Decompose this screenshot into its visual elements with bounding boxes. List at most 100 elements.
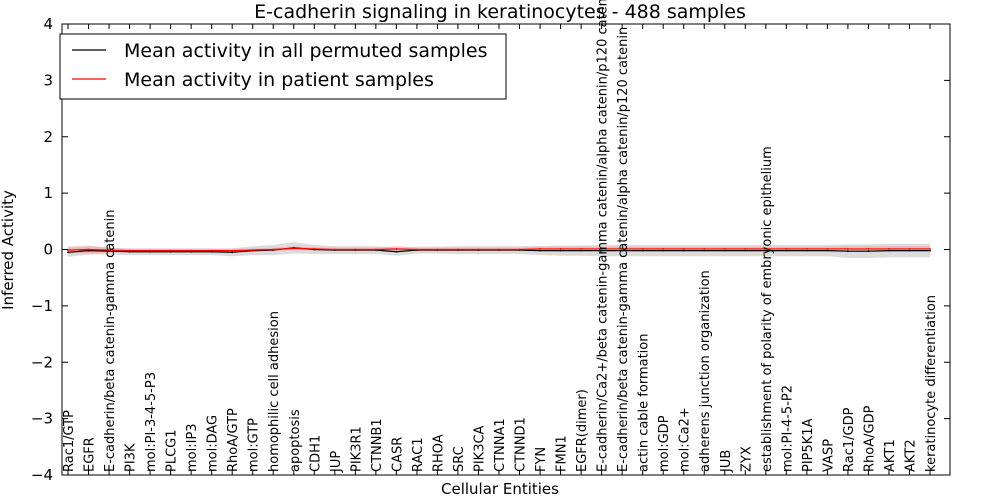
series-point-1: [600, 248, 603, 250]
x-tick-label: AKT1: [883, 439, 898, 472]
series-point-0: [600, 249, 603, 252]
legend-label-permuted: Mean activity in all permuted samples: [124, 40, 487, 62]
series-point-1: [292, 247, 295, 250]
series-point-1: [580, 248, 582, 250]
series-point-1: [847, 248, 849, 250]
x-tick-label: PLCG1: [165, 429, 180, 472]
x-tick-label: EGFR(dimer): [575, 389, 590, 472]
x-tick-label: VASP: [821, 439, 836, 472]
x-tick-label: mol:GTP: [247, 418, 262, 472]
y-tick-label: −1: [31, 297, 53, 315]
series-point-1: [416, 248, 418, 251]
series-point-0: [929, 249, 931, 252]
series-point-1: [313, 248, 316, 250]
x-tick-label: establishment of polarity of embryonic e…: [760, 146, 775, 472]
series-point-0: [231, 251, 234, 254]
series-point-1: [805, 248, 808, 250]
x-axis: Rac1/GTP EGFR E-cadherin/beta catenin-gamm…: [62, 0, 939, 475]
series-point-0: [641, 249, 644, 252]
series-point-1: [149, 249, 151, 252]
x-tick-label: keratinocyte differentiation: [924, 295, 939, 472]
chart-title: E-cadherin signaling in keratinocytes - …: [254, 1, 746, 23]
series-point-0: [662, 249, 665, 252]
series-point-1: [354, 248, 357, 251]
series-point-0: [539, 249, 541, 252]
series-point-1: [826, 248, 829, 250]
series-point-1: [457, 248, 459, 251]
x-tick-label: JUB: [719, 450, 734, 473]
y-tick-label: −3: [31, 410, 53, 428]
series-point-1: [559, 248, 562, 250]
x-tick-label: FYN: [534, 447, 549, 472]
series-point-1: [621, 248, 624, 250]
series-point-1: [785, 248, 788, 250]
x-tick-label: mol:GDP: [657, 415, 672, 472]
series-point-0: [744, 249, 747, 252]
y-tick-label: 0: [43, 241, 53, 259]
x-tick-label: PI3K: [124, 443, 139, 472]
series-point-1: [929, 248, 931, 250]
series-point-1: [498, 248, 500, 251]
x-tick-label: RHOA: [431, 434, 446, 472]
x-tick-label: CASR: [390, 437, 405, 472]
legend-label-patient: Mean activity in patient samples: [124, 69, 434, 91]
x-tick-label: adherens junction organization: [698, 270, 713, 472]
legend-box: [59, 33, 507, 100]
series-point-0: [682, 249, 685, 252]
series-point-0: [805, 249, 808, 252]
series-point-1: [908, 248, 911, 250]
x-tick-label: PIP5K1A: [801, 418, 816, 472]
x-tick-label: PIK3CA: [472, 425, 487, 472]
x-tick-label: mol:Ca2+: [678, 407, 693, 472]
x-tick-label: EGFR: [83, 437, 98, 472]
series-point-0: [867, 250, 870, 253]
x-tick-label: ZYX: [739, 446, 754, 472]
series-point-1: [169, 249, 172, 252]
x-tick-label: SRC: [452, 446, 467, 472]
series-point-1: [87, 248, 90, 251]
y-tick-label: 1: [43, 184, 53, 202]
series-point-0: [826, 249, 829, 252]
x-axis-label: Cellular Entities: [441, 480, 559, 498]
y-tick-label: 2: [43, 128, 53, 146]
series-point-1: [477, 248, 480, 251]
series-point-1: [539, 248, 541, 250]
series-point-0: [908, 249, 911, 252]
series-point-1: [272, 248, 275, 251]
series-point-1: [395, 248, 398, 250]
series-point-0: [580, 249, 582, 252]
x-tick-label: JUP: [329, 451, 344, 473]
series-point-1: [888, 248, 890, 250]
x-tick-label: mol:IP3: [185, 423, 200, 472]
x-tick-label: mol:DAG: [206, 415, 221, 472]
x-tick-label: CTNNB1: [370, 418, 385, 472]
x-tick-label: FMN1: [555, 435, 570, 472]
series-point-1: [744, 248, 747, 250]
series-point-1: [108, 249, 110, 251]
series-point-1: [128, 249, 131, 252]
x-tick-label: Rac1/GDP: [842, 407, 857, 472]
series-point-1: [374, 248, 377, 251]
y-tick-label: −4: [31, 466, 53, 484]
y-axis-label: Inferred Activity: [0, 190, 17, 310]
series-point-1: [641, 248, 644, 250]
series-point-1: [662, 248, 665, 250]
x-tick-label: AKT2: [903, 439, 918, 472]
series-point-1: [764, 248, 767, 250]
y-tick-label: 3: [43, 71, 53, 89]
x-tick-label: RAC1: [411, 437, 426, 472]
x-tick-label: mol:PI-3-4-5-P3: [144, 372, 159, 472]
series-point-0: [764, 249, 767, 252]
x-tick-label: CDH1: [308, 435, 323, 472]
x-tick-label: Rac1/GTP: [62, 410, 77, 472]
series-point-0: [621, 249, 624, 252]
series-point-0: [847, 250, 849, 253]
x-tick-label: E-cadherin/beta catenin-gamma catenin/al…: [616, 27, 631, 472]
series-point-0: [723, 249, 726, 252]
y-tick-label: −2: [31, 353, 53, 371]
legend: Mean activity in all permuted samples Me…: [59, 33, 507, 100]
x-tick-label: CTNNA1: [493, 418, 508, 472]
y-tick-label: 4: [43, 15, 53, 33]
series-point-1: [190, 249, 193, 252]
